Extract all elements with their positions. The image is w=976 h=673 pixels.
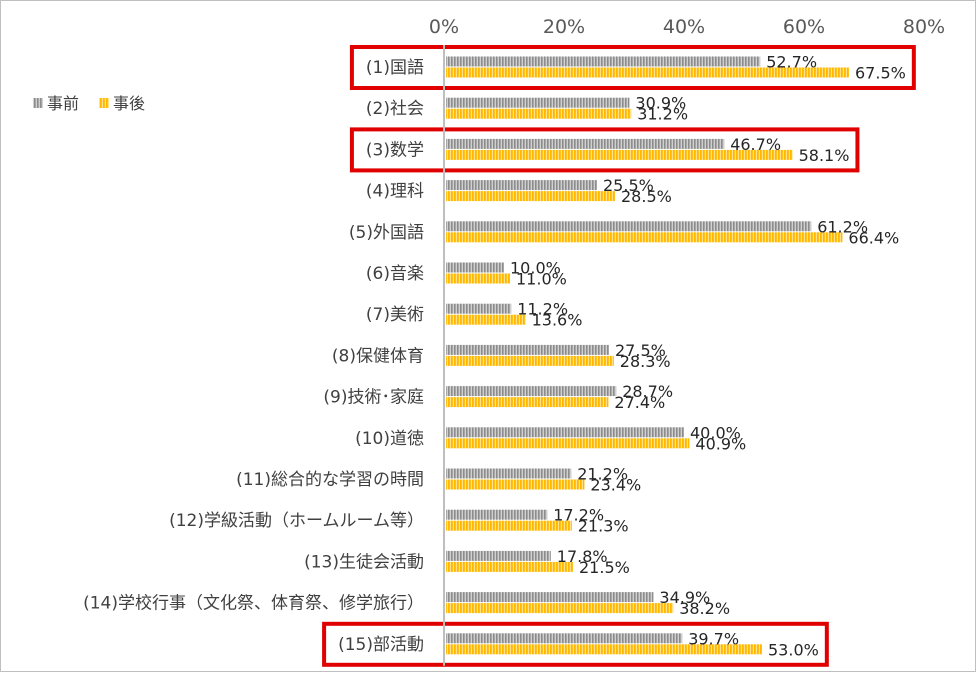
data-label-after: 66.4% <box>848 228 899 247</box>
bar-after <box>446 355 614 366</box>
category-label: (5)外国語 <box>349 223 424 243</box>
data-label-before: 61.2% <box>817 217 868 236</box>
category-label: (8)保健体育 <box>332 346 424 366</box>
bar-before <box>446 550 551 561</box>
highlight-boxes <box>322 45 916 667</box>
category-label: (14)学校行事（文化祭、体育祭、修学旅行） <box>83 594 424 614</box>
bar-after <box>446 67 849 78</box>
category-label: (10)道徳 <box>355 429 424 449</box>
x-tick-label: 40% <box>663 16 705 38</box>
bar-after <box>446 273 510 284</box>
bar-after <box>446 232 843 243</box>
bar-before <box>446 303 512 314</box>
data-label-after: 58.1% <box>799 146 850 165</box>
category-label: (7)美術 <box>366 305 424 325</box>
data-label-before: 52.7% <box>766 53 817 72</box>
bar-before <box>446 427 684 438</box>
data-label-before: 39.7% <box>688 629 739 648</box>
category-label: (12)学級活動（ホームルーム等） <box>169 511 424 531</box>
data-label-before: 17.8% <box>557 547 608 566</box>
bar-after <box>446 479 585 490</box>
data-label-before: 34.9% <box>659 588 710 607</box>
data-label-after: 13.6% <box>532 311 583 330</box>
data-label-before: 30.9% <box>635 94 686 113</box>
x-tick-label: 60% <box>783 16 825 38</box>
bar-after <box>446 149 793 160</box>
highlight-box <box>322 621 829 667</box>
data-label-after: 53.0% <box>768 640 819 659</box>
highlight-box <box>349 127 860 173</box>
data-label-after: 67.5% <box>855 64 906 83</box>
bar-before <box>446 97 630 108</box>
bar-before <box>446 138 725 149</box>
bar-before <box>446 262 504 273</box>
data-label-before: 17.2% <box>553 506 604 525</box>
legend-label-before: 事前 <box>47 94 79 113</box>
data-label-before: 11.2% <box>517 300 568 319</box>
bar-before <box>446 509 548 520</box>
data-label-after: 27.4% <box>614 393 665 412</box>
data-label-after: 21.5% <box>579 558 630 577</box>
category-label: (2)社会 <box>366 99 424 119</box>
bar-after <box>446 520 572 531</box>
bar-before <box>446 221 812 232</box>
x-tick-label: 20% <box>543 16 585 38</box>
category-label: (1)国語 <box>366 58 424 78</box>
bar-before <box>446 468 572 479</box>
data-label-after: 40.9% <box>695 434 746 453</box>
legend: 事前 事後 <box>33 94 145 113</box>
bar-after <box>446 191 615 202</box>
data-label-before: 21.2% <box>577 465 628 484</box>
data-labels: 52.7% 67.5% 30.9%31.2% 46.7% 58.1% 25.5%28.5%… <box>510 53 906 660</box>
data-label-before: 25.5% <box>603 176 654 195</box>
data-label-after: 11.0% <box>516 270 567 289</box>
x-tick-label: 80% <box>903 16 945 38</box>
data-label-after: 23.4% <box>590 476 641 495</box>
category-label: (11)総合的な学習の時間 <box>236 470 424 490</box>
category-label: (13)生徒会活動 <box>304 552 424 572</box>
data-label-before: 40.0% <box>690 423 741 442</box>
category-label: (15)部活動 <box>338 635 424 655</box>
bar-before <box>446 344 609 355</box>
bar-before <box>446 386 617 397</box>
bar-before <box>446 56 761 67</box>
legend-swatch-before <box>33 98 43 108</box>
bar-after <box>446 108 632 119</box>
legend-label-after: 事後 <box>113 94 145 113</box>
bars <box>446 56 849 655</box>
x-tick-label: 0% <box>429 16 459 38</box>
bar-before <box>446 180 597 191</box>
data-label-before: 27.5% <box>615 341 666 360</box>
data-label-after: 21.3% <box>578 517 629 536</box>
data-label-after: 28.3% <box>620 352 671 371</box>
category-label: (9)技術･家庭 <box>323 388 424 408</box>
data-label-before: 10.0% <box>510 259 561 278</box>
data-label-after: 38.2% <box>679 599 730 618</box>
bar-after <box>446 397 609 408</box>
category-label: (4)理科 <box>366 182 424 202</box>
bar-before <box>446 592 654 603</box>
bar-after <box>446 314 526 325</box>
bar-after <box>446 603 674 614</box>
category-label: (6)音楽 <box>366 264 424 284</box>
highlight-box <box>349 45 916 90</box>
legend-swatch-after <box>99 98 109 108</box>
x-axis-ticks: 0%20%40%60%80%100% <box>429 16 945 38</box>
bar-after <box>446 644 762 655</box>
category-label: (3)数学 <box>366 140 424 160</box>
bar-after <box>446 561 573 572</box>
bar-before <box>446 633 683 644</box>
data-label-after: 28.5% <box>621 187 672 206</box>
data-label-after: 31.2% <box>637 105 688 124</box>
category-labels: (1)国語 (2)社会 (3)数学 (4)理科 (5)外国語 (6)音楽 (7)美術 (8)保… <box>83 58 424 655</box>
bar-after <box>446 438 690 449</box>
data-label-before: 28.7% <box>622 382 673 401</box>
data-label-before: 46.7% <box>730 135 781 154</box>
